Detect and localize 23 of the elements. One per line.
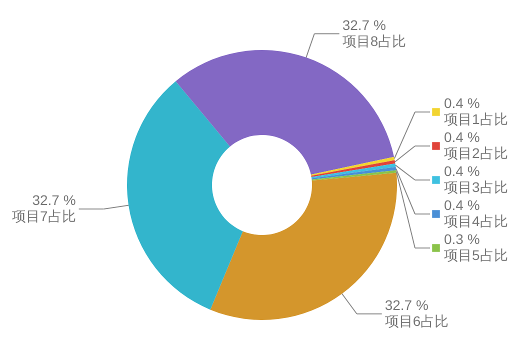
donut-slice xyxy=(312,170,396,180)
slice-label: 项目6占比 xyxy=(384,312,449,329)
donut-slice xyxy=(127,81,243,310)
data-label: 32.7 % xyxy=(384,296,428,313)
data-label: 0.4 % xyxy=(444,163,480,179)
legend-label: 项目5占比 xyxy=(444,247,508,263)
donut-slice xyxy=(176,50,394,175)
data-label: 0.4 % xyxy=(444,197,480,213)
legend-label: 项目1占比 xyxy=(444,111,508,127)
data-label: 0.3 % xyxy=(444,231,480,247)
legend-label: 项目3占比 xyxy=(444,179,508,195)
data-label: 32.7 % xyxy=(342,16,386,33)
data-label: 0.4 % xyxy=(444,95,480,111)
data-label: 32.7 % xyxy=(32,192,76,208)
slice-label: 项目7占比 xyxy=(12,208,76,224)
slice-label: 项目8占比 xyxy=(342,32,406,49)
legend-label: 项目4占比 xyxy=(444,213,508,229)
donut-slice xyxy=(311,164,396,178)
legend-label: 项目2占比 xyxy=(444,145,508,161)
donut-slice xyxy=(311,160,396,178)
donut-slice xyxy=(312,166,396,180)
donut-slice xyxy=(310,156,395,176)
data-label: 0.4 % xyxy=(444,129,480,145)
